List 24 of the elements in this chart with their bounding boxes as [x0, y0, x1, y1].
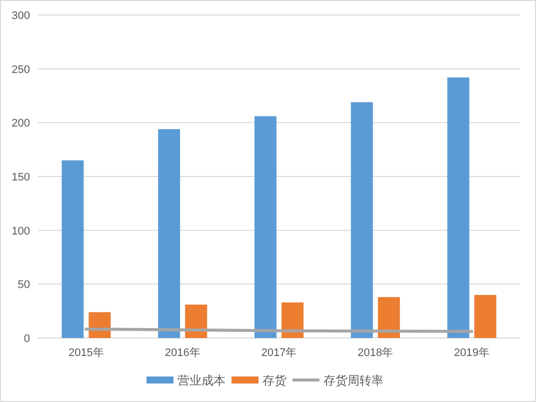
- y-tick-label: 0: [24, 333, 30, 345]
- bar: [282, 302, 304, 338]
- bar: [185, 304, 208, 338]
- bar: [62, 160, 84, 338]
- x-tick-label: 2019年: [454, 347, 490, 359]
- legend-label: 存货: [262, 374, 286, 388]
- x-tick-label: 2016年: [164, 347, 200, 359]
- y-tick-label: 150: [12, 172, 30, 184]
- y-tick-label: 50: [18, 279, 30, 292]
- x-tick-label: 2017年: [261, 347, 297, 359]
- x-tick-label: 2018年: [358, 347, 394, 359]
- y-tick-label: 250: [12, 64, 30, 76]
- y-tick-label: 100: [12, 225, 30, 238]
- legend-label: 营业成本: [178, 374, 226, 388]
- bar: [474, 294, 496, 338]
- bar: [378, 297, 400, 338]
- bar: [350, 102, 373, 338]
- legend-label: 存货周转率: [324, 374, 384, 388]
- bar: [447, 77, 470, 338]
- x-tick-label: 2015年: [68, 347, 104, 359]
- bar: [254, 116, 276, 338]
- y-tick-label: 200: [12, 118, 30, 130]
- bar: [158, 129, 180, 338]
- y-tick-label: 300: [12, 10, 30, 22]
